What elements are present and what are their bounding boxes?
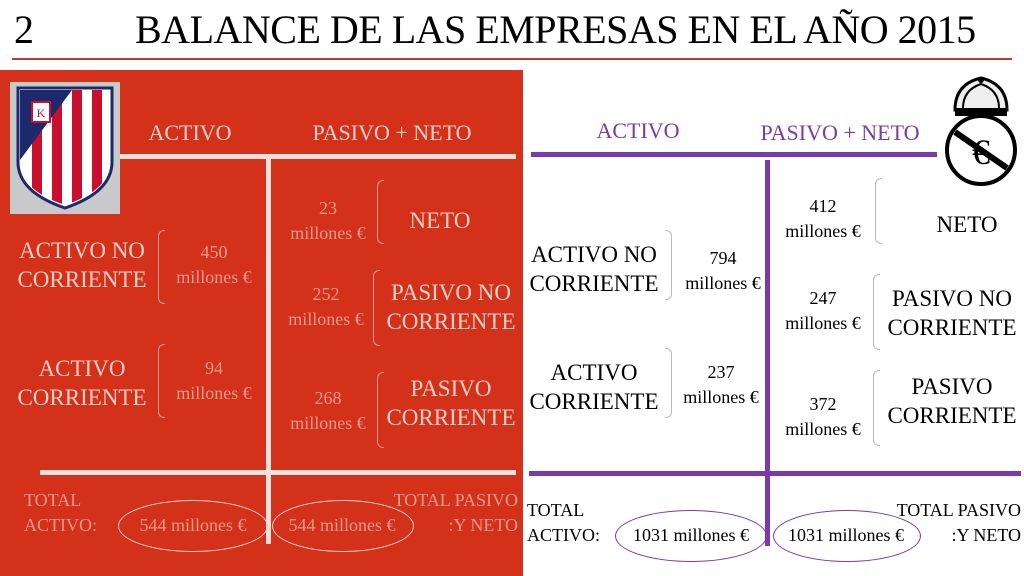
real-madrid-pasivo-corriente-label: PASIVO CORRIENTE bbox=[887, 374, 1017, 428]
real-madrid-pasivo-corriente-value: 372 millones € bbox=[785, 394, 861, 439]
atletico-total-activo-ellipse bbox=[118, 500, 268, 552]
atletico-bottom-rule bbox=[40, 470, 516, 475]
real-madrid-brace bbox=[873, 370, 880, 446]
atletico-activo-no-corriente-label: ACTIVO NO CORRIENTE bbox=[17, 238, 147, 292]
real-madrid-neto-label: NETO bbox=[936, 212, 998, 237]
real-madrid-brace bbox=[873, 274, 880, 350]
atletico-brace bbox=[377, 372, 384, 448]
title-rule bbox=[12, 58, 1012, 60]
atletico-divider bbox=[266, 154, 271, 544]
atletico-brace bbox=[158, 230, 165, 304]
atletico-brace bbox=[377, 180, 384, 244]
atletico-pasivo-corriente-value: 268 millones € bbox=[290, 388, 366, 433]
atletico-neto-label: NETO bbox=[409, 208, 471, 233]
atletico-brace bbox=[373, 270, 380, 346]
real-madrid-activo-header: ACTIVO bbox=[596, 118, 680, 143]
real-madrid-pasivo-header: PASIVO + NETO bbox=[760, 120, 920, 145]
atletico-total-pasivo-label: TOTAL PASIVO :Y NETO bbox=[393, 490, 518, 535]
real-madrid-panel: € ACTIVO PASIVO + NETO ACTIVO NO CORRIEN… bbox=[523, 70, 1024, 576]
real-madrid-brace bbox=[665, 348, 672, 418]
atletico-pasivo-no-corriente-value: 252 millones € bbox=[288, 284, 364, 329]
atletico-total-pasivo-ellipse bbox=[272, 500, 414, 552]
real-madrid-total-activo-ellipse bbox=[615, 510, 767, 562]
atletico-activo-no-corriente-value: 450 millones € bbox=[176, 242, 252, 287]
atletico-total-activo-value: 544 millones € bbox=[139, 515, 247, 535]
atletico-panel: K ACTIVO PASIVO + NETO ACTIVO NO CORRIEN… bbox=[0, 70, 523, 576]
real-madrid-neto-value: 412 millones € bbox=[785, 196, 861, 241]
atletico-pasivo-header: PASIVO + NETO bbox=[312, 120, 472, 145]
real-madrid-crest-icon: € bbox=[945, 76, 1017, 186]
atletico-activo-corriente-value: 94 millones € bbox=[176, 358, 252, 403]
real-madrid-crest: € bbox=[941, 72, 1021, 188]
atletico-pasivo-corriente-label: PASIVO CORRIENTE bbox=[386, 376, 516, 430]
real-madrid-pasivo-no-corriente-value: 247 millones € bbox=[785, 288, 861, 333]
svg-text:K: K bbox=[37, 106, 46, 120]
slide-title: BALANCE DE LAS EMPRESAS EN EL AÑO 2015 bbox=[135, 7, 976, 52]
real-madrid-total-pasivo-ellipse bbox=[773, 510, 921, 562]
real-madrid-bottom-rule bbox=[529, 471, 1021, 476]
slide-number: 2 bbox=[14, 7, 34, 52]
atletico-activo-corriente-label: ACTIVO CORRIENTE bbox=[17, 356, 147, 410]
real-madrid-activo-corriente-value: 237 millones € bbox=[683, 362, 759, 407]
atletico-activo-header: ACTIVO bbox=[148, 120, 232, 145]
atletico-brace bbox=[158, 344, 165, 418]
real-madrid-total-pasivo-value: 1031 millones € bbox=[788, 525, 904, 545]
real-madrid-pasivo-no-corriente-label: PASIVO NO CORRIENTE bbox=[887, 286, 1017, 340]
atletico-neto-value: 23 millones € bbox=[290, 198, 366, 243]
svg-text:€: € bbox=[972, 132, 990, 172]
real-madrid-top-rule bbox=[531, 152, 937, 157]
real-madrid-activo-no-corriente-label: ACTIVO NO CORRIENTE bbox=[529, 242, 659, 296]
atletico-crest-icon: K bbox=[16, 86, 114, 210]
real-madrid-brace bbox=[665, 230, 672, 300]
real-madrid-divider bbox=[765, 160, 770, 546]
real-madrid-total-activo-value: 1031 millones € bbox=[633, 525, 749, 545]
atletico-total-activo-label: TOTAL ACTIVO: bbox=[24, 490, 97, 535]
real-madrid-total-pasivo-label: TOTAL PASIVO :Y NETO bbox=[896, 500, 1021, 545]
real-madrid-activo-no-corriente-value: 794 millones € bbox=[685, 248, 761, 293]
atletico-pasivo-no-corriente-label: PASIVO NO CORRIENTE bbox=[386, 280, 516, 334]
atletico-top-rule bbox=[120, 154, 516, 159]
atletico-crest: K bbox=[10, 82, 120, 214]
real-madrid-activo-corriente-label: ACTIVO CORRIENTE bbox=[529, 360, 659, 414]
real-madrid-total-activo-label: TOTAL ACTIVO: bbox=[527, 500, 600, 545]
atletico-total-pasivo-value: 544 millones € bbox=[288, 515, 396, 535]
real-madrid-brace bbox=[875, 178, 882, 244]
